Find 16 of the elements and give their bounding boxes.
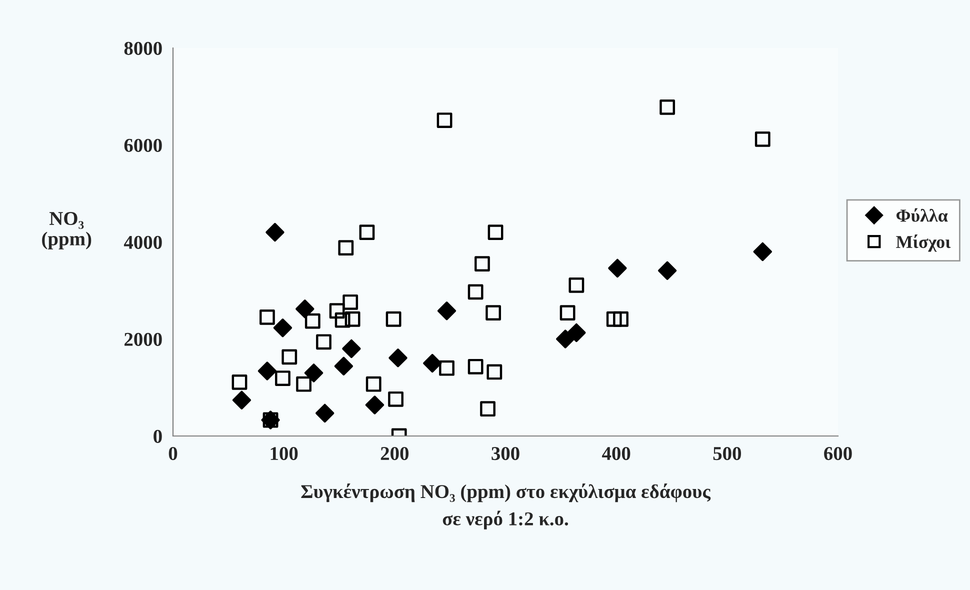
y-tick-label: 6000	[124, 138, 162, 152]
x-tick-label: 300	[492, 446, 520, 460]
y-axis-title: NO₃ (ppm)	[42, 212, 92, 250]
x-tick-label: 200	[380, 446, 409, 460]
y-tick-label: 0	[154, 430, 162, 443]
legend-label: Μίσχοι	[896, 234, 951, 252]
y-tick-label: 4000	[124, 236, 162, 249]
legend-label: Φύλλα	[896, 208, 948, 222]
x-tick-label: 500	[713, 446, 742, 460]
x-tick-label: 400	[602, 446, 630, 460]
y-tick-label: 8000	[124, 42, 162, 55]
x-tick-label: 0	[168, 446, 178, 460]
x-axis-title: Συγκέντρωση NO₃ (ppm) στο εκχύλισμα εδάφους σε νερό 1:2 κ.ο.	[301, 483, 711, 530]
x-tick-label: 600	[824, 446, 852, 460]
x-tick-label: 100	[270, 446, 298, 460]
y-tick-label: 2000	[124, 332, 162, 346]
